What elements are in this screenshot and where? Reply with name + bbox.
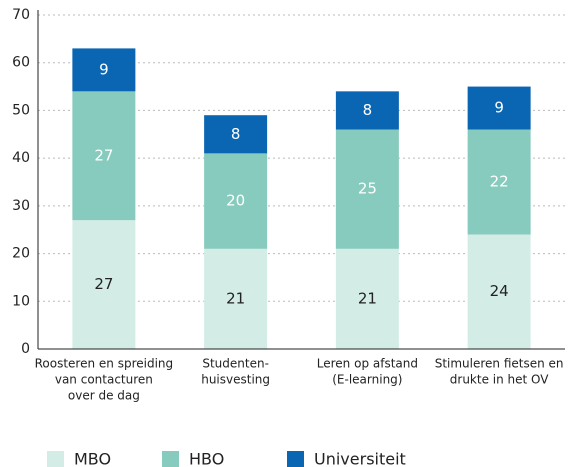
legend-label: MBO	[74, 450, 111, 467]
bar-segment	[467, 129, 531, 235]
x-tick-label: Studenten-	[202, 357, 269, 371]
data-label: 21	[358, 289, 377, 307]
data-label: 27	[94, 146, 113, 164]
data-label: 25	[358, 180, 377, 198]
bar-segment	[335, 91, 399, 130]
x-tick-label: Roosteren en spreiding	[35, 357, 174, 371]
data-label: 20	[226, 192, 245, 210]
bar-segment	[72, 48, 136, 92]
y-tick-label: 20	[12, 246, 30, 262]
bar-segment	[72, 220, 136, 349]
y-tick-label: 70	[12, 7, 30, 23]
legend-label: Universiteit	[314, 450, 406, 467]
y-tick-label: 40	[12, 150, 30, 166]
x-tick-label: huisvesting	[201, 373, 270, 387]
data-label: 8	[363, 101, 373, 119]
data-label: 27	[94, 275, 113, 293]
bar-segment	[204, 153, 268, 249]
bar-segment	[72, 91, 136, 221]
legend-swatch	[47, 451, 64, 467]
x-tick-label: Leren op afstand	[317, 357, 418, 371]
data-label: 9	[494, 99, 504, 117]
y-tick-label: 10	[12, 293, 30, 309]
bar-segment	[335, 248, 399, 349]
data-label: 8	[231, 125, 241, 143]
legend-label: HBO	[189, 450, 224, 467]
y-tick-label: 0	[21, 341, 30, 357]
x-tick-label: (E-learning)	[332, 373, 402, 387]
data-label: 24	[490, 282, 509, 300]
bar-segment	[467, 234, 531, 349]
x-tick-label: van contacturen	[55, 373, 153, 387]
x-tick-label: drukte in het OV	[450, 373, 550, 387]
data-label: 21	[226, 289, 245, 307]
x-tick-label: over de dag	[68, 389, 140, 403]
bar-segment	[204, 115, 268, 154]
data-label: 22	[490, 173, 509, 191]
data-label: 9	[99, 60, 109, 78]
y-tick-label: 30	[12, 198, 30, 214]
x-tick-label: Stimuleren fietsen en	[435, 357, 564, 371]
bar-segment	[335, 129, 399, 249]
y-tick-label: 50	[12, 102, 30, 118]
legend-swatch	[287, 451, 304, 467]
bar-segment	[467, 86, 531, 130]
bar-segment	[204, 248, 268, 349]
y-tick-label: 60	[12, 55, 30, 71]
legend-swatch	[162, 451, 179, 467]
